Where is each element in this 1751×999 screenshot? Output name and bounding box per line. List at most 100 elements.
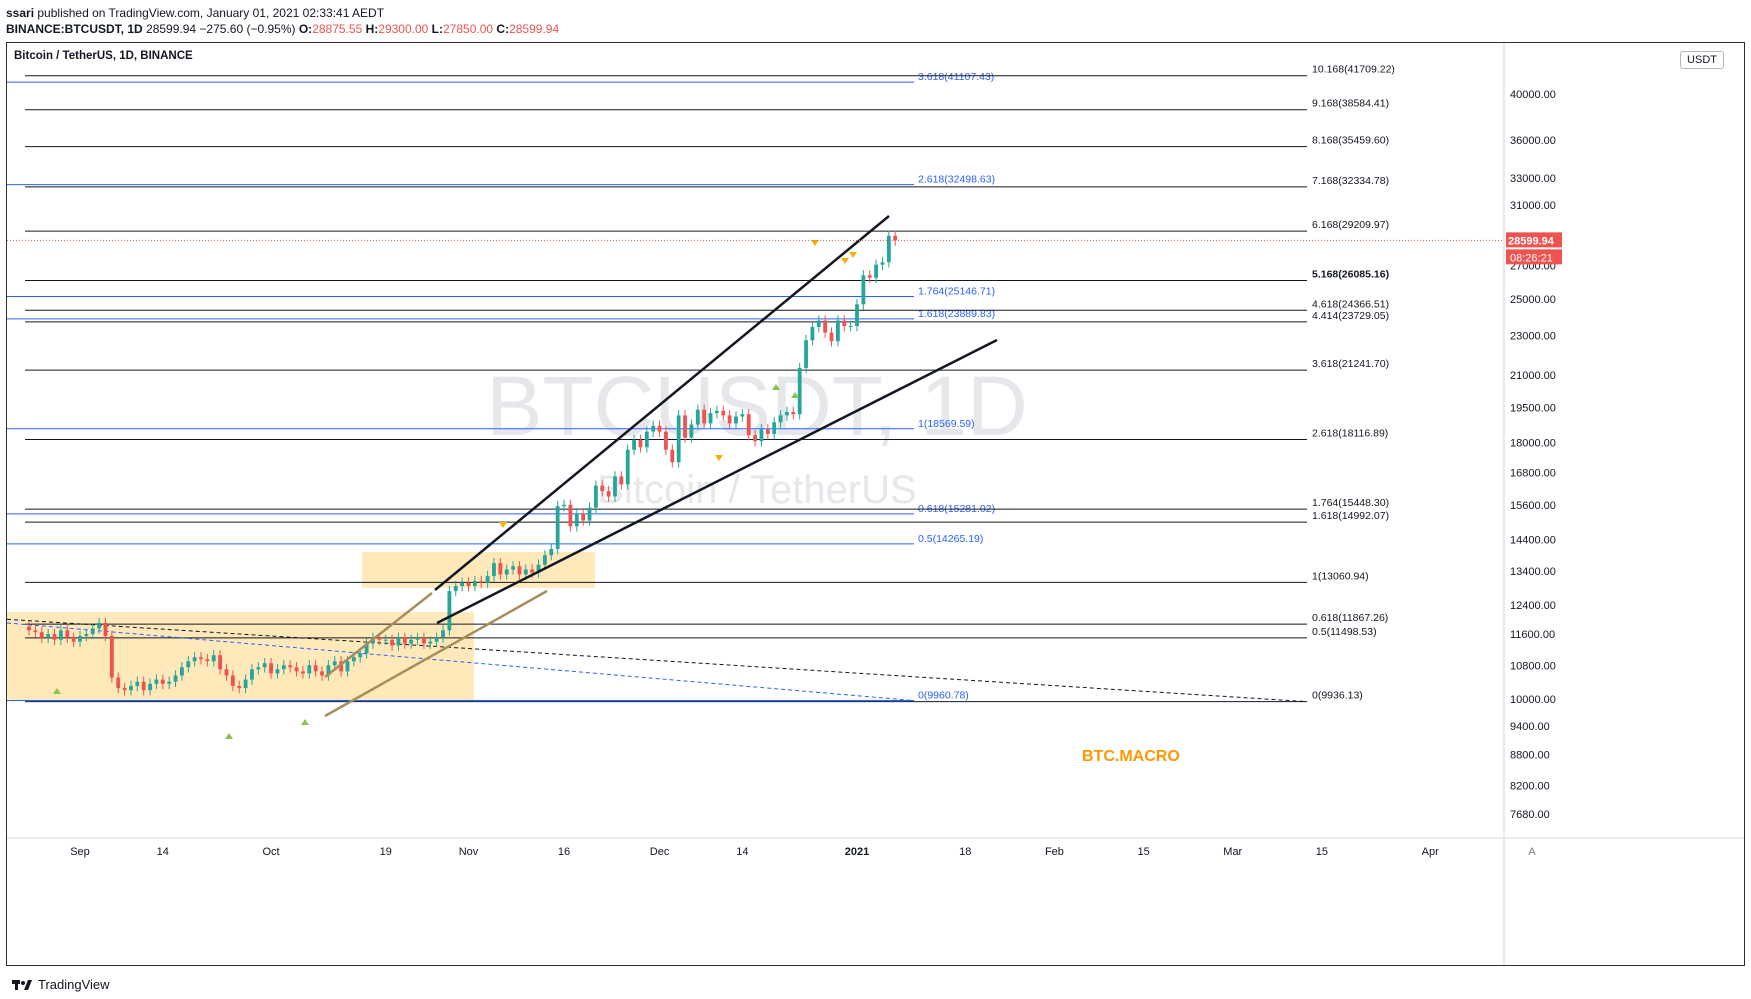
candle-body: [224, 669, 229, 676]
candle-body: [383, 639, 388, 641]
candle-body: [797, 367, 802, 415]
candle-body: [574, 513, 579, 527]
candle-body: [593, 485, 598, 508]
y-tick-label: 40000.00: [1510, 89, 1556, 101]
candle-body: [27, 626, 31, 631]
candle-body: [466, 582, 471, 587]
x-tick-label: 19: [380, 846, 392, 858]
y-tick-label: 31000.00: [1510, 200, 1556, 212]
y-tick-label: 10800.00: [1510, 660, 1556, 672]
candle-body: [772, 422, 777, 434]
x-tick-label: Feb: [1045, 846, 1064, 858]
candle-body: [84, 634, 89, 636]
candle-body: [536, 564, 541, 573]
candle-body: [409, 639, 414, 644]
candle-body: [517, 566, 522, 575]
candle-body: [313, 665, 318, 672]
candle-body: [211, 655, 216, 662]
chart-frame[interactable]: BTCUSDT, 1D Bitcoin / TetherUS 3.618(41107…: [6, 42, 1745, 966]
candle-body: [893, 235, 898, 241]
candle-body: [364, 643, 369, 654]
candle-body: [46, 634, 51, 638]
published-text: published on TradingView.com, January 01…: [37, 6, 385, 20]
candle-body: [632, 439, 637, 450]
candle-body: [256, 667, 261, 670]
symbol-label: BINANCE:BTCUSDT, 1D: [6, 22, 143, 36]
currency-badge[interactable]: USDT: [1680, 51, 1724, 69]
candle-body: [492, 563, 496, 577]
candle-body: [307, 665, 312, 674]
candle-body: [867, 275, 872, 278]
fib-black-level-label: 7.168(32334.78): [1312, 175, 1389, 187]
candle-body: [683, 415, 687, 438]
x-tick-label: 15: [1137, 846, 1149, 858]
candle-body: [52, 634, 57, 640]
x-tick-label: 16: [558, 846, 570, 858]
candle-body: [339, 661, 344, 672]
candle-body: [103, 622, 108, 636]
candle-body: [288, 665, 293, 668]
fib-black-level-label: 9.168(38584.41): [1312, 98, 1389, 110]
fib-blue-level-label: 0(9960.78): [918, 690, 969, 702]
candle-body: [160, 679, 165, 684]
candle-body: [562, 504, 566, 507]
candle-body: [186, 661, 191, 668]
candle-body: [402, 637, 407, 644]
fib-black-level-label: 0.5(11498.53): [1312, 626, 1377, 638]
candle-body: [377, 637, 382, 640]
candle-body: [504, 569, 509, 575]
candle-body: [778, 415, 783, 423]
x-tick-label: 18: [959, 846, 971, 858]
candle-body: [676, 415, 681, 463]
candle-body: [861, 275, 866, 305]
last-price-badge-label: 28599.94: [1508, 235, 1555, 247]
candle-body: [415, 637, 420, 640]
fib-blue-level-label: 1.764(25146.71): [918, 286, 995, 298]
fib-black-level-label: 1.764(15448.30): [1312, 497, 1389, 509]
candle-body: [173, 675, 178, 682]
candle-body: [511, 566, 515, 570]
fib-black-level-label: 0.618(11867.26): [1312, 612, 1388, 624]
countdown-badge: [1506, 249, 1562, 265]
candle-body: [581, 513, 586, 521]
candle-body: [141, 681, 146, 691]
y-tick-label: 33000.00: [1510, 173, 1556, 185]
range-box-lower: [7, 612, 474, 700]
sell-signal-icon: [499, 522, 507, 528]
y-tick-label: 9400.00: [1510, 721, 1550, 733]
x-tick-label: Mar: [1223, 846, 1242, 858]
y-tick-label: 36000.00: [1510, 135, 1556, 147]
candle-body: [428, 641, 433, 644]
candle-body: [727, 415, 732, 424]
countdown-label: 08:26:21: [1510, 252, 1553, 264]
candle-body: [543, 555, 547, 565]
candle-body: [192, 657, 197, 662]
candle-body: [855, 304, 859, 327]
candle-body: [753, 435, 758, 442]
candle-body: [65, 630, 70, 638]
close-label: C:: [496, 22, 510, 36]
watermark-name: Bitcoin / TetherUS: [597, 468, 916, 512]
candle-body: [734, 416, 738, 424]
candle-body: [619, 476, 624, 485]
footer: TradingView: [12, 977, 110, 992]
candle-body: [39, 632, 44, 638]
brand-label: TradingView: [38, 977, 110, 992]
candle-body: [122, 688, 127, 691]
candle-body: [714, 410, 719, 414]
x-tick-label: Oct: [263, 846, 280, 858]
candle-body: [358, 653, 363, 658]
candle-body: [58, 630, 63, 640]
candle-body: [835, 320, 840, 342]
fib-black-level-label: 8.168(35459.60): [1312, 135, 1389, 147]
close-value: 28599.94: [509, 22, 560, 36]
y-tick-label: 23000.00: [1510, 330, 1556, 342]
candle-body: [320, 671, 324, 676]
candle-body: [97, 622, 102, 629]
high-value: 29300.00: [378, 22, 429, 36]
candle-body: [479, 581, 484, 583]
candle-body: [842, 320, 847, 327]
candle-body: [549, 548, 554, 556]
y-tick-label: 21000.00: [1510, 370, 1556, 382]
